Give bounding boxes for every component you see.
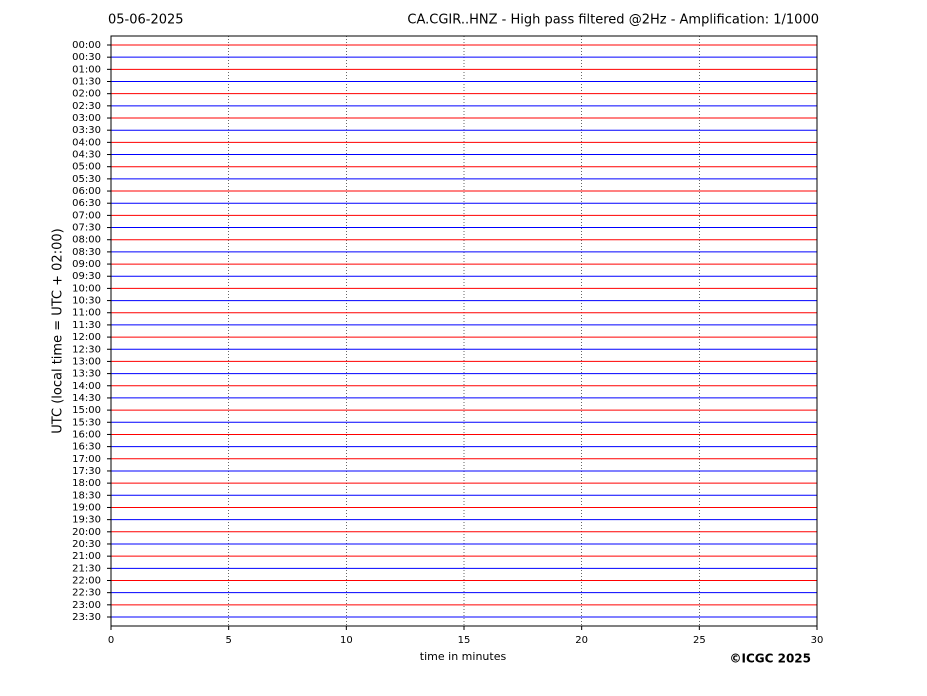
y-tick-label: 11:00: [72, 308, 101, 319]
x-tick-label: 25: [693, 635, 706, 646]
y-tick-label: 15:00: [72, 405, 101, 416]
y-tick-label: 22:00: [72, 575, 101, 586]
y-tick-label: 00:30: [72, 52, 101, 63]
y-tick-label: 05:30: [72, 174, 101, 185]
y-tick-label: 19:00: [72, 502, 101, 513]
y-tick-label: 20:30: [72, 539, 101, 550]
y-tick-label: 20:00: [72, 527, 101, 538]
y-tick-label: 14:30: [72, 393, 101, 404]
y-tick-label: 12:00: [72, 332, 101, 343]
y-tick-label: 11:30: [72, 320, 101, 331]
y-tick-label: 15:30: [72, 417, 101, 428]
y-tick-label: 17:00: [72, 454, 101, 465]
y-tick-label: 03:00: [72, 113, 101, 124]
y-tick-label: 13:30: [72, 369, 101, 380]
y-tick-label: 14:00: [72, 381, 101, 392]
x-tick-label: 10: [340, 635, 353, 646]
y-tick-label: 10:30: [72, 296, 101, 307]
y-tick-label: 00:00: [72, 40, 101, 51]
y-tick-label: 04:00: [72, 137, 101, 148]
y-tick-label: 05:00: [72, 162, 101, 173]
y-tick-label: 01:00: [72, 64, 101, 75]
y-tick-label: 07:00: [72, 210, 101, 221]
y-tick-label: 23:00: [72, 600, 101, 611]
x-tick-label: 15: [458, 635, 471, 646]
y-tick-label: 02:00: [72, 89, 101, 100]
y-tick-label: 18:00: [72, 478, 101, 489]
y-tick-label: 08:30: [72, 247, 101, 258]
y-tick-label: 21:30: [72, 563, 101, 574]
y-tick-label: 02:30: [72, 101, 101, 112]
y-tick-label: 13:00: [72, 356, 101, 367]
y-tick-label: 09:00: [72, 259, 101, 270]
x-tick-label: 20: [575, 635, 588, 646]
y-tick-label: 07:30: [72, 223, 101, 234]
chart-title: CA.CGIR..HNZ - High pass filtered @2Hz -…: [407, 13, 819, 28]
y-tick-label: 17:30: [72, 466, 101, 477]
y-tick-label: 19:30: [72, 515, 101, 526]
x-tick-label: 5: [225, 635, 231, 646]
y-tick-label: 01:30: [72, 77, 101, 88]
y-tick-label: 04:30: [72, 150, 101, 161]
y-tick-label: 22:30: [72, 588, 101, 599]
plot-frame: [110, 35, 818, 627]
x-axis-label: time in minutes: [420, 650, 507, 663]
y-tick-label: 16:00: [72, 429, 101, 440]
y-tick-label: 06:30: [72, 198, 101, 209]
y-tick-label: 18:30: [72, 490, 101, 501]
x-tick-label: 0: [108, 635, 114, 646]
y-tick-label: 09:30: [72, 271, 101, 282]
y-tick-label: 06:00: [72, 186, 101, 197]
y-tick-label: 16:30: [72, 442, 101, 453]
y-tick-label: 03:30: [72, 125, 101, 136]
y-axis-label: UTC (local time = UTC + 02:00): [51, 228, 66, 433]
y-tick-label: 08:00: [72, 235, 101, 246]
date: 05-06-2025: [108, 13, 184, 28]
y-tick-label: 21:00: [72, 551, 101, 562]
credit: ©ICGC 2025: [729, 652, 811, 666]
y-tick-label: 12:30: [72, 344, 101, 355]
y-tick-label: 10:00: [72, 283, 101, 294]
y-tick-label: 23:30: [72, 612, 101, 623]
x-tick-label: 30: [811, 635, 824, 646]
